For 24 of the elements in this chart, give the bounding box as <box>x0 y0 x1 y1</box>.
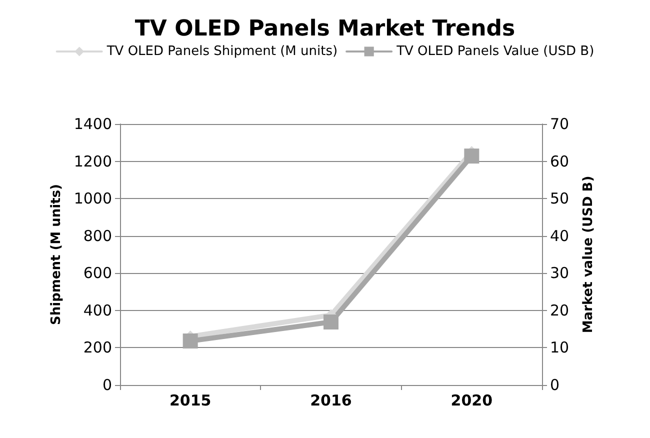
y2-tick-label: 70 <box>550 115 570 133</box>
y2-tick-label: 50 <box>550 190 570 208</box>
y2-tick-label: 10 <box>550 338 570 357</box>
y-tick-label: 400 <box>83 301 112 320</box>
x-tick-label: 2016 <box>310 392 352 410</box>
y-tick-label: 1000 <box>74 190 112 208</box>
legend-label: TV OLED Panels Shipment (M units) <box>106 44 338 59</box>
legend-label: TV OLED Panels Value (USD B) <box>396 44 594 59</box>
y2-tick-label: 20 <box>550 301 570 320</box>
y-tick-label: 200 <box>83 338 112 357</box>
y-axis-title: Shipment (M units) <box>48 184 64 326</box>
y2-tick-label: 60 <box>550 152 570 170</box>
y2-tick-label: 30 <box>550 264 570 282</box>
chart-title: TV OLED Panels Market Trends <box>134 16 516 42</box>
y-tick-label: 1200 <box>74 152 112 170</box>
x-tick-label: 2015 <box>169 392 212 410</box>
y-tick-label: 0 <box>102 376 112 394</box>
y2-axis-title: Market value (USD B) <box>581 176 596 334</box>
y-tick-label: 800 <box>83 226 112 245</box>
y-tick-label: 600 <box>83 264 112 282</box>
y-tick-label: 1400 <box>74 115 112 133</box>
y2-tick-label: 40 <box>550 226 570 245</box>
x-tick-label: 2020 <box>450 392 493 410</box>
y2-tick-label: 0 <box>550 376 560 394</box>
